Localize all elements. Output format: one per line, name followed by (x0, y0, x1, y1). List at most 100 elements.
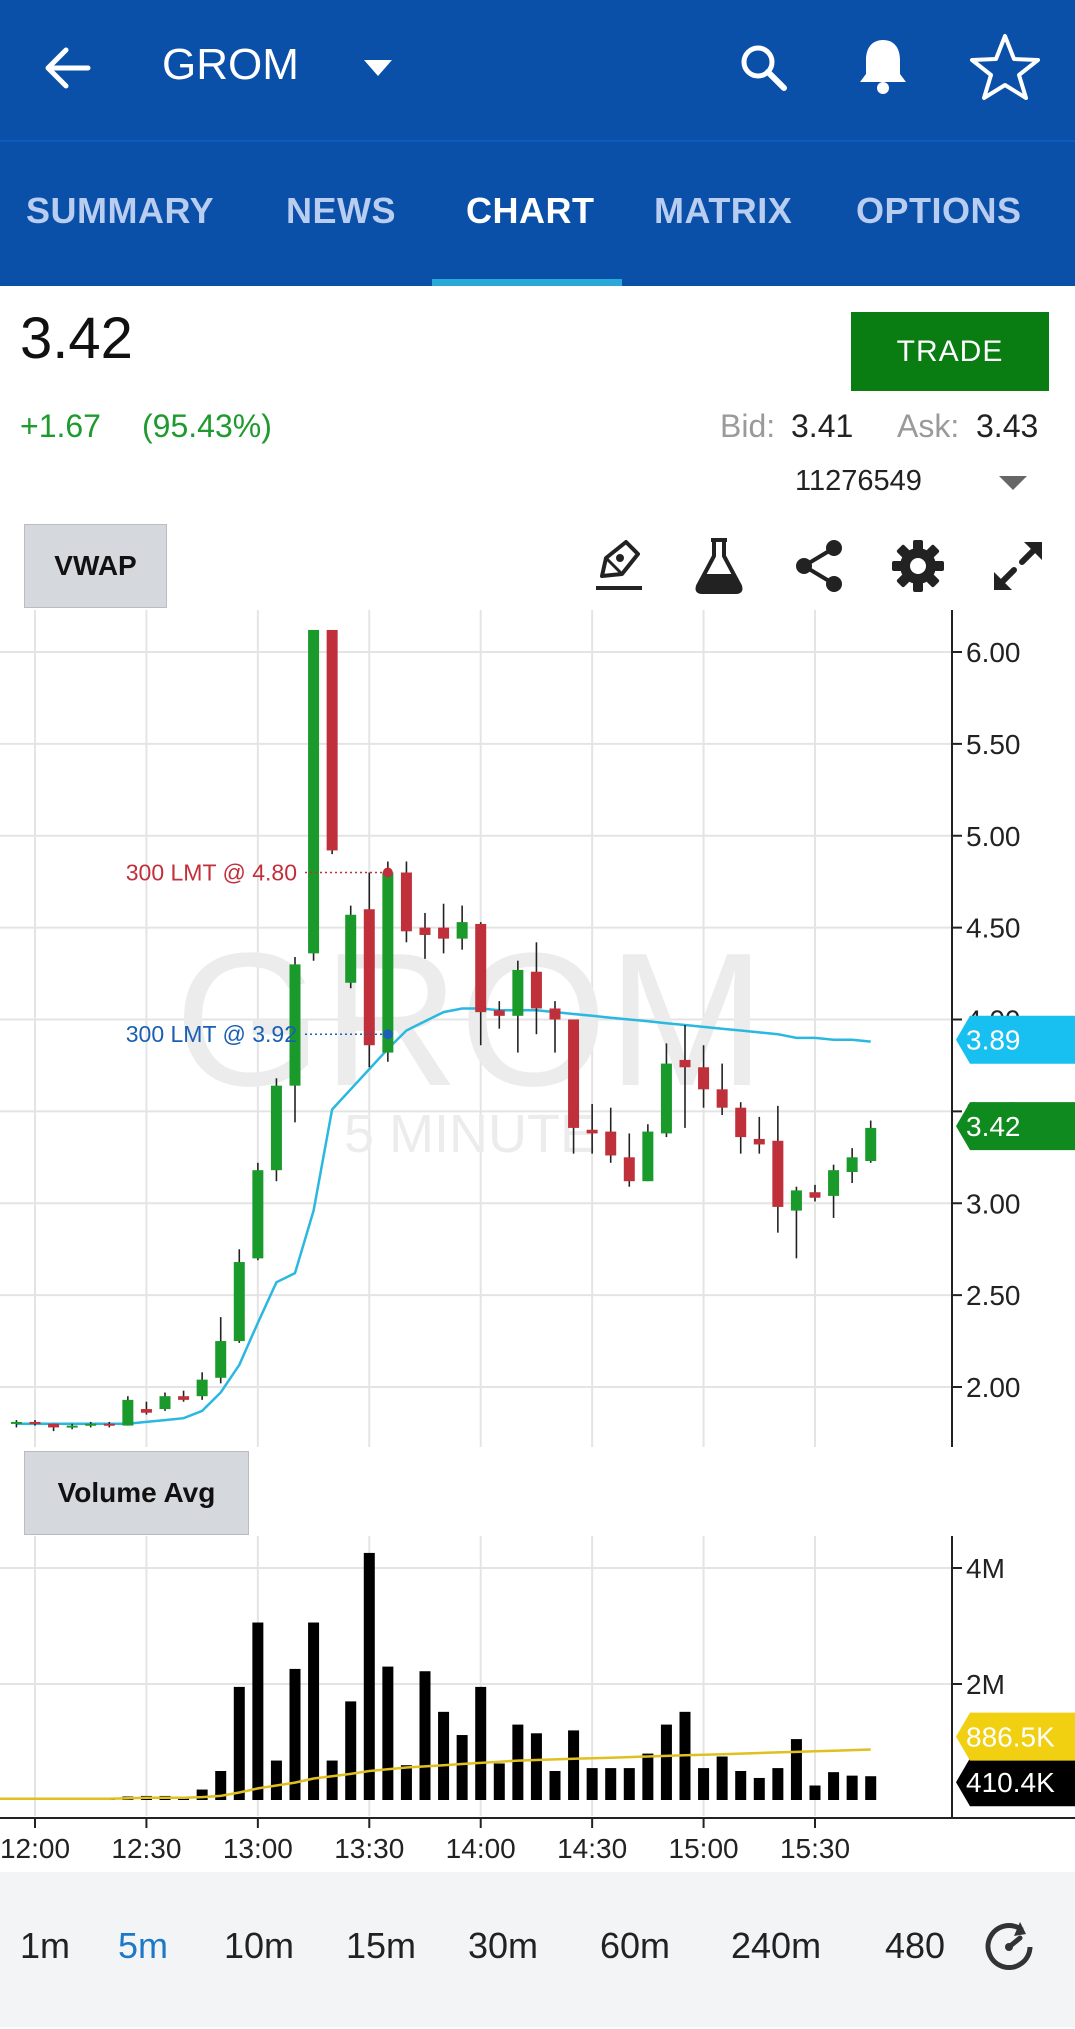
arrow-left-icon[interactable] (42, 44, 92, 92)
order-marker (382, 1029, 393, 1040)
bell-icon[interactable] (854, 36, 912, 96)
candle-body (549, 1008, 561, 1020)
timeframe-15m[interactable]: 15m (346, 1925, 417, 1966)
candle-body (735, 1107, 747, 1138)
tab-matrix[interactable]: MATRIX (654, 190, 793, 231)
volume-bar (252, 1622, 264, 1800)
price-tick-label: 5.00 (966, 821, 1021, 852)
candle-body (642, 1131, 654, 1182)
candle-body (48, 1423, 60, 1428)
volume-bar (568, 1730, 580, 1800)
volume-bar (623, 1768, 635, 1800)
volume-bar (809, 1785, 821, 1800)
last-volume-tag-label: 410.4K (966, 1767, 1055, 1798)
time-tick-label: 14:00 (446, 1833, 516, 1864)
order-marker (382, 867, 393, 878)
time-tick-label: 15:30 (780, 1833, 850, 1864)
candle-body (419, 927, 431, 935)
symbol-title[interactable]: GROM (162, 40, 299, 89)
volume-bar (326, 1760, 338, 1800)
tab-news[interactable]: NEWS (286, 190, 396, 231)
volume-bar (289, 1668, 301, 1800)
timeframe-30m[interactable]: 30m (468, 1925, 539, 1966)
bid-value: 3.41 (791, 408, 854, 444)
caret-down-icon[interactable] (362, 58, 394, 78)
time-tick-label: 14:30 (557, 1833, 627, 1864)
candle-body (270, 1085, 282, 1171)
candle-body (122, 1399, 134, 1426)
volume-bar (642, 1753, 654, 1800)
candle-body (29, 1421, 41, 1424)
order-label: 300 LMT @ 3.92 (126, 1021, 297, 1047)
candle-body (568, 1019, 580, 1128)
chart-watermark: GROM (174, 914, 765, 1126)
time-tick-label: 13:30 (334, 1833, 404, 1864)
candle-body (493, 1010, 505, 1016)
candle-body (660, 1063, 672, 1134)
share-icon[interactable] (792, 538, 846, 599)
refresh-icon[interactable] (980, 1918, 1038, 1981)
timeframe-10m[interactable]: 10m (224, 1925, 295, 1966)
gear-icon[interactable] (890, 538, 946, 599)
timeframe-480m[interactable]: 480m (885, 1925, 945, 1966)
candle-body (865, 1127, 877, 1161)
flask-icon[interactable] (692, 536, 746, 599)
price-tick-label: 5.50 (966, 729, 1021, 760)
tab-summary[interactable]: SUMMARY (26, 190, 215, 231)
account-dropdown-icon[interactable] (998, 475, 1028, 496)
account-selector[interactable]: 11276549 (795, 465, 922, 497)
trade-button[interactable]: TRADE (851, 312, 1049, 391)
candle-body (623, 1157, 635, 1182)
volume-bar (475, 1686, 487, 1800)
volume-bar (438, 1711, 450, 1800)
volume-bar (215, 1771, 227, 1800)
timeframe-240m[interactable]: 240m (731, 1925, 822, 1966)
candle-body (308, 629, 320, 954)
candle-body (85, 1423, 97, 1426)
volume-tick-label: 4M (966, 1553, 1005, 1584)
tab-chart[interactable]: CHART (466, 190, 595, 231)
timeframe-1m[interactable]: 1m (20, 1925, 71, 1966)
vwap-line (16, 1007, 871, 1426)
volume-bar (345, 1701, 357, 1800)
tab-options[interactable]: OPTIONS (856, 190, 1022, 231)
volume-bar (270, 1760, 282, 1800)
last-price-tag-label: 3.42 (966, 1111, 1021, 1142)
draw-icon[interactable] (592, 536, 646, 599)
candle-body (345, 914, 357, 983)
last-volume-tag: 410.4K (956, 1758, 1075, 1807)
price-tick-label: 3.00 (966, 1188, 1021, 1219)
volume-bar (865, 1776, 877, 1800)
expand-icon[interactable] (990, 538, 1046, 599)
volume-avg-line (0, 1748, 871, 1801)
time-tick-label: 13:00 (223, 1833, 293, 1864)
price-chart[interactable]: GROM 5 MINUTE 300 LMT @ 4.80 300 LMT @ 3.… (0, 600, 1075, 1872)
volume-bar (772, 1768, 784, 1800)
candle-body (178, 1396, 190, 1400)
vwap-price-tag: 3.89 (956, 1015, 1075, 1064)
volume-bar (233, 1686, 245, 1800)
volume-avg-tag: 886.5K (956, 1712, 1075, 1761)
volume-bar (586, 1768, 598, 1800)
volume-bar (530, 1733, 542, 1800)
candle-body (846, 1157, 858, 1173)
star-icon[interactable] (968, 32, 1042, 102)
timeframe-60m[interactable]: 60m (600, 1925, 671, 1966)
last-volume-tag-shape (956, 1758, 1075, 1807)
candle-body (512, 969, 524, 1016)
candle-body (475, 923, 487, 1013)
price-tick-label: 2.50 (966, 1280, 1021, 1311)
ask-value: 3.43 (976, 408, 1039, 444)
price-change: +1.67 (20, 408, 101, 444)
volume-bar (660, 1724, 672, 1800)
time-tick-label: 12:00 (0, 1833, 70, 1864)
vwap-price-tag-shape (956, 1015, 1075, 1064)
search-icon[interactable] (736, 40, 792, 96)
volume-bar (512, 1724, 524, 1800)
vwap-study-chip[interactable]: VWAP (24, 524, 167, 608)
volume-avg-study-chip[interactable]: Volume Avg (24, 1451, 249, 1535)
timeframe-5m[interactable]: 5m (118, 1925, 169, 1966)
volume-bar (400, 1765, 412, 1800)
candle-body (382, 872, 394, 1053)
candle-body (103, 1423, 115, 1426)
